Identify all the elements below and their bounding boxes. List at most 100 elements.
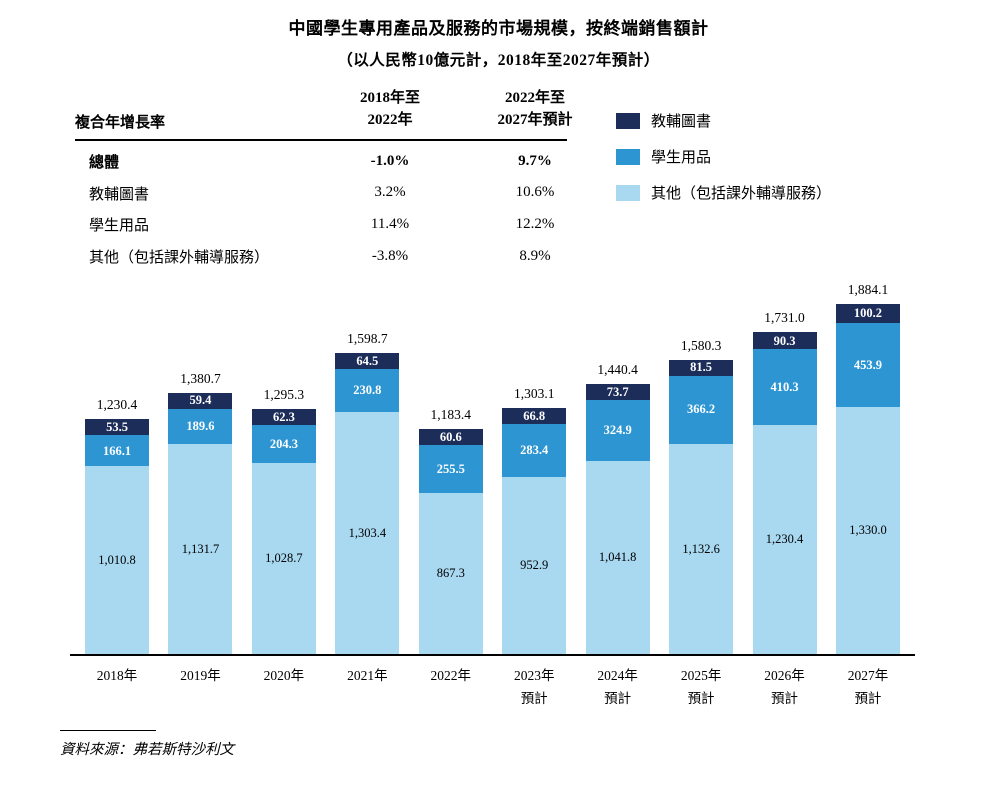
- chart-subtitle: （以人民幣10億元計，2018年至2027年預計）: [337, 52, 660, 69]
- bar-segment-value: 952.9: [520, 558, 549, 573]
- bar-segment-value: 1,330.0: [849, 523, 887, 538]
- table-row-books: 教輔圖書 3.2% 10.6%: [75, 182, 615, 204]
- plot-area: 1,230.4 53.5 166.1 1,010.8 1,380.7 59.4 189.6 1…: [70, 270, 915, 656]
- legend-swatch: [616, 148, 640, 165]
- x-axis-label: 2022年: [430, 668, 472, 683]
- stacked-bar: 81.5 366.2 1,132.6: [669, 359, 734, 654]
- bar-segment-value: 166.1: [102, 443, 132, 458]
- bar-segment-books: 66.8: [502, 408, 567, 425]
- x-axis-label: 2024年 預計: [597, 668, 638, 706]
- x-axis-label: 2021年: [347, 668, 388, 683]
- legend-label: 其他（包括課外輔導服務）: [651, 186, 832, 202]
- bar-segment-value: 59.4: [189, 393, 212, 408]
- bar-segment-supplies: 410.3: [752, 349, 817, 426]
- bar-segment-supplies: 166.1: [85, 435, 149, 467]
- bar-segment-books: 90.3: [752, 332, 817, 350]
- bar-total-label: 1,380.7: [180, 370, 221, 386]
- row-label: 學生用品: [89, 218, 150, 235]
- stacked-bar: 73.7 324.9 1,041.8: [585, 384, 650, 654]
- row-label: 總體: [89, 154, 120, 171]
- row-cagr-2: 10.6%: [515, 184, 555, 201]
- bar-group: 1,295.3 62.3 204.3 1,028.7: [245, 387, 323, 654]
- bar-segment-value: 1,303.4: [348, 525, 387, 540]
- bar-segment-value: 90.3: [773, 333, 796, 348]
- bar-total-label: 1,598.7: [347, 331, 388, 347]
- legend-item: 其他（包括課外輔導服務）: [616, 182, 831, 203]
- x-axis-label: 2025年 預計: [680, 668, 722, 706]
- x-axis-label: 2023年 預計: [513, 668, 555, 706]
- bar-group: 1,731.0 90.3 410.3 1,230.4: [746, 310, 824, 654]
- row-cagr-1: 11.4%: [370, 216, 410, 232]
- table-row-others: 其他（包括課外輔導服務） -3.8% 8.9%: [75, 246, 615, 268]
- bar-segment-value: 283.4: [520, 443, 549, 458]
- bar-total-label: 1,303.1: [513, 386, 555, 402]
- x-axis-label: 2019年: [180, 668, 221, 683]
- bar-total-label: 1,731.0: [764, 310, 805, 326]
- bar-segment-books: 62.3: [251, 408, 316, 425]
- bar-segment-supplies: 255.5: [418, 445, 483, 493]
- bar-segment-books: 60.6: [418, 429, 483, 446]
- bar-group: 1,440.4 73.7 324.9 1,041.8: [579, 362, 657, 654]
- bar-segment-value: 62.3: [272, 409, 295, 424]
- bar-segment-others: 1,131.7: [168, 443, 233, 654]
- bar-segment-value: 1,010.8: [98, 552, 136, 567]
- chart-title: 中國學生專用產品及服務的市場規模，按終端銷售額計: [288, 19, 709, 38]
- bar-segment-value: 1,132.6: [682, 541, 720, 556]
- row-cagr-1: -3.8%: [371, 247, 409, 264]
- bar-segment-books: 73.7: [585, 384, 650, 401]
- table-header-period-2: 2022年至 2027年預計: [497, 90, 573, 128]
- bar-segment-value: 324.9: [603, 423, 632, 438]
- cagr-table: 複合年增長率 2018年至 2022年 2022年至 2027年預計 總體 -1…: [75, 88, 615, 268]
- x-axis-label: 2020年: [263, 668, 305, 683]
- table-row-total: 總體 -1.0% 9.7%: [75, 151, 615, 173]
- bar-group: 1,884.1 100.2 453.9 1,330.0: [829, 282, 907, 654]
- bar-total-label: 1,440.4: [597, 362, 638, 378]
- bar-segment-value: 189.6: [186, 418, 215, 433]
- row-cagr-1: 3.2%: [374, 184, 406, 201]
- bar-segment-others: 867.3: [418, 492, 483, 654]
- stacked-bar: 90.3 410.3 1,230.4: [752, 332, 817, 654]
- bar-segment-others: 1,010.8: [85, 466, 149, 654]
- bar-segment-value: 255.5: [436, 461, 465, 476]
- legend: 教輔圖書 學生用品 其他（包括課外輔導服務）: [616, 110, 831, 218]
- stacked-bar: 66.8 283.4 952.9: [502, 408, 567, 654]
- bar-segment-books: 59.4: [168, 392, 233, 409]
- legend-item: 學生用品: [616, 146, 831, 167]
- stacked-bar: 60.6 255.5 867.3: [418, 429, 483, 654]
- bar-segment-supplies: 230.8: [335, 369, 400, 412]
- bar-segment-supplies: 204.3: [251, 424, 316, 463]
- bar-segment-others: 1,303.4: [335, 411, 400, 654]
- bar-segment-value: 867.3: [436, 566, 465, 581]
- bar-segment-others: 952.9: [502, 477, 567, 654]
- bar-segment-value: 1,041.8: [598, 550, 637, 564]
- x-axis-label: 2027年 預計: [847, 668, 889, 706]
- bar-total-label: 1,183.4: [430, 407, 472, 423]
- bar-segment-value: 60.6: [439, 430, 462, 445]
- bar-total-label: 1,230.4: [96, 397, 138, 413]
- cagr-table-header: 複合年增長率 2018年至 2022年 2022年至 2027年預計: [75, 88, 615, 132]
- stacked-bar: 59.4 189.6 1,131.7: [168, 392, 233, 654]
- stacked-bar: 100.2 453.9 1,330.0: [835, 304, 900, 654]
- bar-group: 1,380.7 59.4 189.6 1,131.7: [161, 371, 239, 654]
- bar-segment-supplies: 366.2: [669, 375, 734, 444]
- bar-total-label: 1,295.3: [263, 386, 305, 402]
- table-header-rule: [75, 138, 567, 141]
- bar-segment-supplies: 189.6: [168, 408, 233, 444]
- table-header-label: 複合年增長率: [75, 114, 166, 131]
- source-text: 資料來源：弗若斯特沙利文: [60, 742, 234, 758]
- row-cagr-1: -1.0%: [370, 152, 410, 169]
- row-cagr-2: 9.7%: [518, 152, 552, 169]
- bar-segment-value: 1,131.7: [181, 541, 220, 556]
- title-block: 中國學生專用產品及服務的市場規模，按終端銷售額計 （以人民幣10億元計，2018…: [0, 14, 997, 70]
- bar-segment-supplies: 453.9: [835, 322, 900, 407]
- stacked-bar: 64.5 230.8 1,303.4: [335, 353, 400, 654]
- bar-segment-value: 410.3: [770, 380, 799, 395]
- x-axis-label: 2018年: [96, 668, 138, 683]
- legend-swatch: [616, 184, 640, 201]
- legend-label: 學生用品: [651, 150, 712, 166]
- bar-segment-value: 453.9: [853, 357, 882, 372]
- bar-segment-value: 1,230.4: [765, 532, 804, 547]
- bar-segment-others: 1,230.4: [752, 425, 817, 654]
- bar-segment-others: 1,132.6: [669, 443, 734, 654]
